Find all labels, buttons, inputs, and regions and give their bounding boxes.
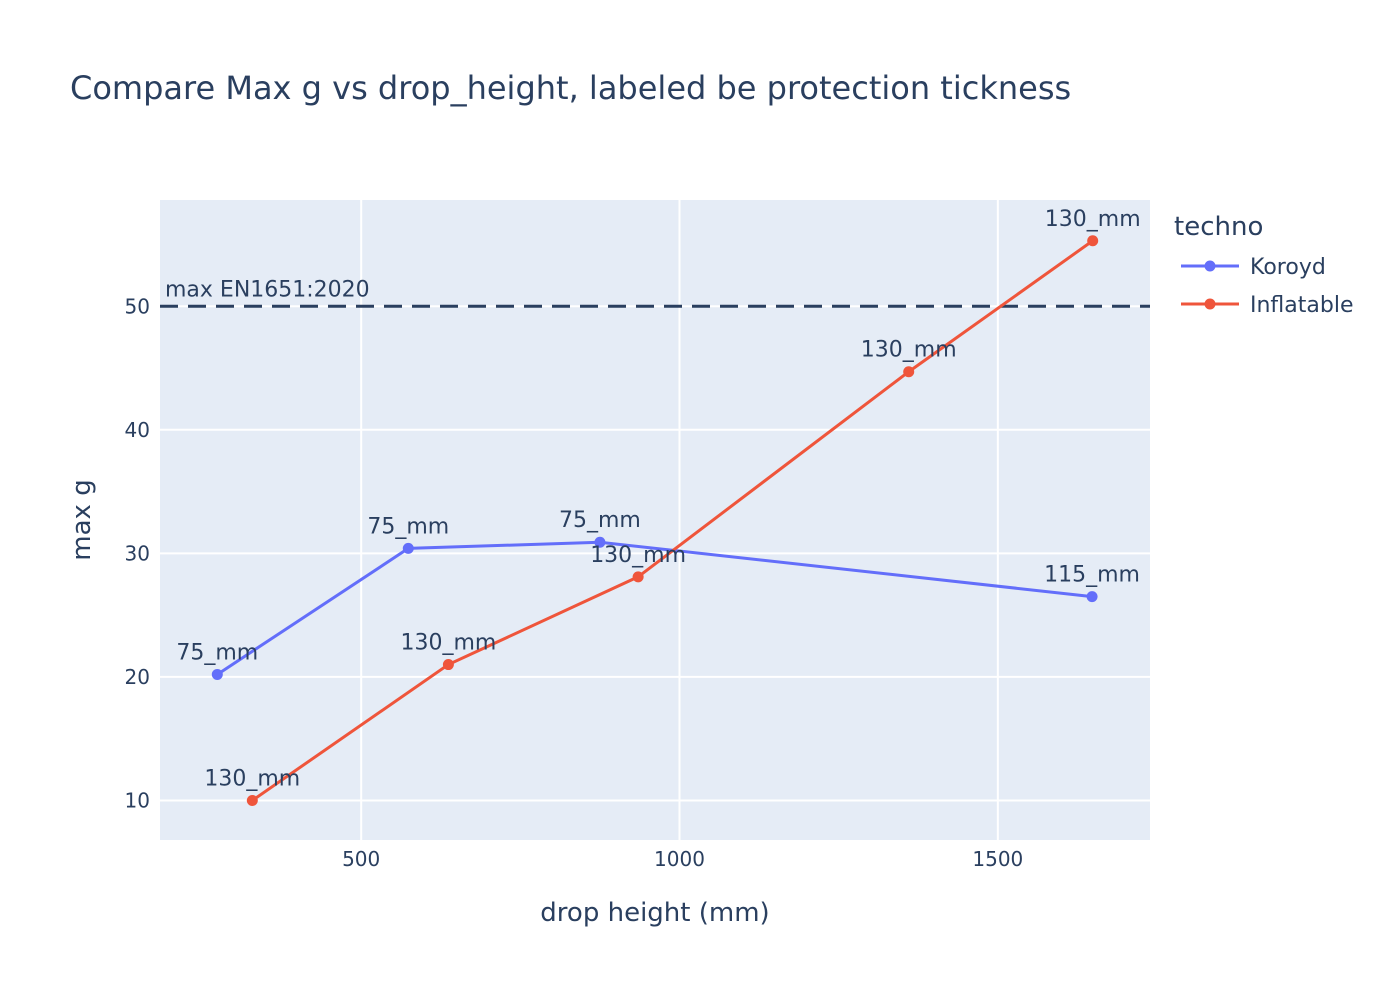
data-point	[246, 794, 258, 806]
series-koroyd: 75_mm 75_mm 75_mm 115_mm	[176, 508, 1140, 680]
legend-marker	[1204, 260, 1216, 272]
y-tick-label: 40	[125, 418, 150, 442]
x-tick-label: 500	[342, 847, 380, 871]
legend-label: Koroyd	[1250, 255, 1326, 280]
data-point	[1086, 591, 1098, 603]
legend-item-koroyd[interactable]: Koroyd	[1181, 255, 1326, 280]
data-label: 115_mm	[1044, 563, 1140, 588]
legend-marker	[1204, 298, 1216, 310]
legend-label: Inflatable	[1250, 293, 1354, 318]
data-point	[211, 668, 223, 680]
data-label: 130_mm	[590, 543, 686, 568]
y-tick-label: 10	[125, 788, 150, 812]
data-point	[1087, 235, 1099, 247]
legend-title: techno	[1174, 212, 1263, 242]
threshold-label: max EN1651:2020	[165, 277, 370, 302]
y-tick-label: 20	[125, 665, 150, 689]
data-point	[442, 659, 454, 671]
legend: techno Koroyd Inflatable	[1174, 212, 1354, 318]
series-inflatable: 130_mm 130_mm 130_mm 130_mm 130_mm	[204, 207, 1141, 806]
data-label: 130_mm	[861, 338, 957, 363]
x-axis-label: drop height (mm)	[540, 898, 769, 928]
x-tick-label: 1000	[654, 847, 705, 871]
data-label: 130_mm	[204, 766, 300, 791]
data-label: 75_mm	[559, 508, 641, 533]
y-tick-label: 30	[125, 541, 150, 565]
data-point	[903, 366, 915, 378]
x-tick-label: 1500	[972, 847, 1023, 871]
data-label: 130_mm	[400, 631, 496, 656]
data-point	[402, 542, 414, 554]
data-label: 75_mm	[367, 514, 449, 539]
y-axis-label: max g	[67, 479, 97, 560]
legend-item-inflatable[interactable]: Inflatable	[1181, 293, 1354, 318]
series-line	[216, 540, 1093, 676]
chart-title: Compare Max g vs drop_height, labeled be…	[70, 69, 1071, 107]
data-point	[594, 536, 606, 548]
data-label: 130_mm	[1045, 207, 1141, 232]
data-point	[632, 571, 644, 583]
data-label: 75_mm	[176, 640, 258, 665]
y-tick-label: 50	[125, 294, 150, 318]
